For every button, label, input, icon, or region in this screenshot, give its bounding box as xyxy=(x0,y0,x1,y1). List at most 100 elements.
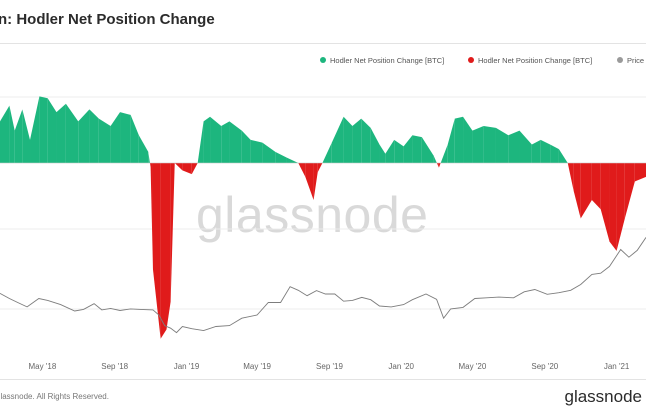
negative-area-segment xyxy=(313,163,318,200)
x-tick-label: Sep '20 xyxy=(531,362,559,371)
positive-area-segment xyxy=(120,112,131,163)
negative-area-segment xyxy=(616,163,625,251)
positive-area-segment xyxy=(352,118,362,163)
x-tick-label: May '20 xyxy=(458,362,487,371)
header-divider xyxy=(0,43,646,44)
positive-area-segment xyxy=(433,155,437,163)
positive-area-segment xyxy=(558,149,568,163)
positive-area-segment xyxy=(275,151,287,163)
positive-area-segment xyxy=(472,126,484,163)
positive-area-segment xyxy=(412,135,422,163)
legend-swatch-negative xyxy=(468,57,474,63)
footer-divider xyxy=(0,379,646,380)
legend-label-negative: Hodler Net Position Change [BTC] xyxy=(478,55,593,65)
brand-logo-text: glassnode xyxy=(564,387,642,406)
negative-area-segment xyxy=(160,163,167,339)
positive-area-segment xyxy=(22,109,31,163)
x-tick-label: May '19 xyxy=(243,362,271,371)
price-series xyxy=(0,237,646,334)
positive-area-segment xyxy=(14,109,23,163)
positive-area-segment xyxy=(508,130,520,163)
negative-area-segment xyxy=(298,163,306,177)
legend-swatch-positive xyxy=(320,57,326,63)
positive-area-segment xyxy=(241,130,251,163)
legend-label-price: Price xyxy=(627,55,645,65)
negative-area-segment xyxy=(305,163,314,200)
negative-area-segment xyxy=(152,163,161,339)
x-tick-label: Jan '21 xyxy=(603,362,630,371)
negative-area-segment xyxy=(438,163,441,168)
positive-area-segment xyxy=(138,135,149,163)
positive-area-segment xyxy=(203,116,211,163)
positive-area-segment xyxy=(454,116,464,163)
negative-area-segment xyxy=(191,163,198,175)
x-tick-label: Sep '19 xyxy=(316,362,343,371)
negative-area-segment xyxy=(150,163,153,270)
negative-area-segment xyxy=(436,163,439,168)
positive-area-segment xyxy=(47,98,57,163)
positive-area-segment xyxy=(331,116,344,163)
positive-area-segment xyxy=(322,142,332,163)
positive-area-segment xyxy=(98,118,111,163)
positive-area-segment xyxy=(483,126,496,163)
positive-area-segment xyxy=(495,127,509,163)
negative-area-segment xyxy=(166,163,171,330)
positive-area-segment xyxy=(370,127,380,163)
positive-area-segment xyxy=(65,103,79,163)
negative-area-segment xyxy=(567,163,574,191)
copyright-text: glassnode. All Rights Reserved. xyxy=(0,392,109,401)
legend-item-positive[interactable]: Hodler Net Position Change [BTC] xyxy=(320,53,444,67)
x-tick-label: Jan '19 xyxy=(173,362,200,371)
positive-area-segment xyxy=(148,151,150,163)
positive-area-segment xyxy=(385,139,395,163)
positive-area-segment xyxy=(110,112,121,163)
positive-area-segment xyxy=(262,142,276,163)
positive-area-segment xyxy=(229,121,242,163)
negative-area-segment xyxy=(624,163,635,219)
positive-area-segment xyxy=(89,109,99,163)
legend-item-negative[interactable]: Hodler Net Position Change [BTC] xyxy=(468,53,592,67)
positive-area-segment xyxy=(210,116,222,163)
positive-area-segment xyxy=(78,109,90,163)
positive-area-segment xyxy=(361,118,371,163)
positive-area-segment xyxy=(0,105,10,163)
negative-area-segment xyxy=(591,163,601,210)
negative-area-segment xyxy=(149,163,151,168)
positive-area-segment xyxy=(550,144,559,163)
x-tick-label: Jan '20 xyxy=(388,362,414,371)
positive-area-segment xyxy=(343,116,353,163)
negative-area-segment xyxy=(317,163,323,173)
positive-area-segment xyxy=(540,139,551,163)
positive-area-segment xyxy=(250,139,263,163)
negative-area-segment xyxy=(600,163,610,242)
negative-area-segment xyxy=(182,163,192,175)
legend-label-positive: Hodler Net Position Change [BTC] xyxy=(330,55,445,65)
positive-area-segment xyxy=(379,144,386,163)
legend-swatch-price xyxy=(617,57,623,63)
positive-area-segment xyxy=(39,96,48,163)
price-line xyxy=(0,237,646,334)
x-tick-label: May '18 xyxy=(28,362,57,371)
positive-area-segment xyxy=(197,121,204,163)
positive-area-segment xyxy=(9,105,15,163)
positive-area-segment xyxy=(130,114,139,163)
positive-area-segment xyxy=(286,157,299,163)
positive-area-segment xyxy=(221,121,230,163)
positive-area-segment xyxy=(403,135,413,163)
legend-item-price[interactable]: Price xyxy=(617,53,644,67)
positive-area-segment xyxy=(56,103,66,163)
watermark-text: glassnode xyxy=(196,187,429,243)
positive-area-segment xyxy=(421,137,434,163)
positive-area-segment xyxy=(30,96,40,163)
positive-area-segment xyxy=(519,130,532,163)
positive-area-segment xyxy=(447,118,455,163)
positive-area-segment xyxy=(463,116,473,163)
negative-area-segment xyxy=(174,163,183,171)
positive-area-segment xyxy=(440,144,448,163)
negative-area-segment xyxy=(170,163,175,302)
negative-area-segment xyxy=(573,163,581,219)
negative-area-segment xyxy=(609,163,617,251)
x-tick-label: Sep '18 xyxy=(101,362,129,371)
